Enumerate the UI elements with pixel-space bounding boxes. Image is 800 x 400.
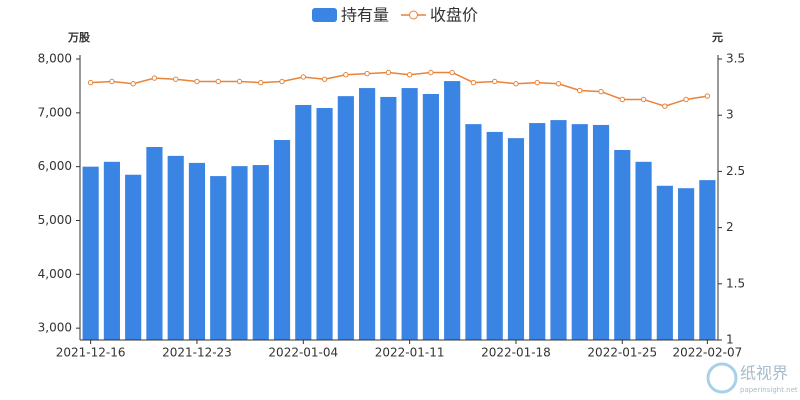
y-tick-label: 8,000 — [38, 52, 72, 66]
bar — [614, 149, 631, 340]
line-point — [194, 78, 200, 85]
bar — [507, 138, 525, 340]
y-tick-label: 3,000 — [38, 321, 72, 335]
bar — [699, 180, 716, 340]
line-point — [577, 87, 583, 94]
y-tick-label: 4,000 — [38, 267, 72, 281]
legend-label: 持有量 — [341, 6, 389, 25]
watermark-title: 纸视界 — [740, 364, 788, 383]
line-point — [662, 103, 668, 109]
y-tick-label: 5,000 — [38, 213, 72, 227]
x-tick-label: 2022-01-04 — [268, 346, 338, 360]
bar — [592, 124, 610, 341]
line-point — [279, 78, 285, 85]
y-tick-label: 6,000 — [38, 159, 72, 173]
y-axis-label: 万股 — [67, 31, 91, 44]
y2-tick-label: 2 — [726, 220, 734, 234]
line-point — [87, 79, 94, 86]
x-tick-label: 2022-01-25 — [587, 346, 657, 360]
bar — [635, 161, 652, 340]
y2-tick-label: 1 — [726, 333, 734, 347]
legend-label: 收盘价 — [430, 6, 478, 25]
bar — [359, 88, 376, 340]
line-point — [215, 78, 221, 85]
bar — [444, 81, 461, 340]
bar — [273, 140, 291, 340]
y2-tick-label: 2.5 — [726, 164, 745, 178]
x-tick-label: 2022-02-07 — [672, 346, 742, 360]
line-point — [151, 75, 158, 81]
line-point — [640, 96, 647, 103]
bar — [656, 185, 673, 340]
legend-swatch — [409, 10, 419, 20]
line-point — [513, 81, 519, 87]
y2-tick-label: 3 — [726, 108, 734, 122]
line-point — [173, 76, 179, 82]
line-point — [109, 78, 115, 85]
line-point — [321, 76, 328, 82]
bar — [401, 88, 418, 340]
line-point — [406, 72, 413, 78]
x-tick-label: 2021-12-16 — [56, 346, 126, 360]
bar — [231, 166, 248, 340]
line-point — [492, 78, 498, 85]
line-point — [385, 69, 392, 76]
bar — [146, 147, 163, 340]
bar — [210, 176, 227, 340]
line-point — [428, 69, 434, 76]
y2-tick-label: 1.5 — [726, 276, 745, 290]
bar — [337, 96, 354, 340]
bar — [252, 165, 269, 340]
watermark-url: paperinsight.net — [740, 386, 798, 394]
watermark: 纸视界 paperinsight.net — [706, 362, 798, 394]
line-point — [130, 81, 136, 87]
legend-swatch — [312, 8, 337, 22]
line-point — [470, 79, 477, 86]
bar — [316, 107, 333, 340]
line-point — [704, 93, 711, 99]
y2-axis-label: 元 — [712, 31, 723, 44]
line — [90, 71, 708, 107]
y-tick-label: 7,000 — [38, 105, 72, 119]
bar — [529, 123, 546, 340]
bar — [125, 174, 142, 340]
bar — [82, 166, 99, 340]
bar — [103, 161, 120, 340]
bar — [571, 124, 588, 340]
x-tick-label: 2022-01-11 — [375, 346, 445, 360]
bar — [380, 96, 397, 341]
line-point — [619, 96, 625, 103]
line-point — [236, 78, 243, 85]
watermark-icon — [706, 362, 738, 394]
line-point — [300, 74, 306, 80]
line-point — [683, 96, 689, 103]
x-tick-label: 2022-01-18 — [481, 346, 551, 360]
bar — [465, 124, 482, 340]
line-point — [364, 70, 370, 77]
legend: 持有量 收盘价 — [312, 6, 478, 25]
bar — [422, 93, 439, 341]
line-point — [449, 69, 455, 76]
line-point — [258, 79, 264, 86]
line-point — [598, 88, 604, 95]
bar — [295, 105, 312, 340]
y2-tick-label: 3.5 — [726, 52, 745, 66]
bar — [486, 131, 503, 340]
line-point — [555, 81, 562, 87]
line-point — [534, 79, 540, 86]
bar — [678, 188, 695, 340]
bar — [188, 162, 206, 340]
line-point — [343, 72, 349, 78]
bar — [167, 155, 184, 340]
x-tick-label: 2021-12-23 — [162, 346, 232, 360]
bar — [550, 120, 567, 340]
